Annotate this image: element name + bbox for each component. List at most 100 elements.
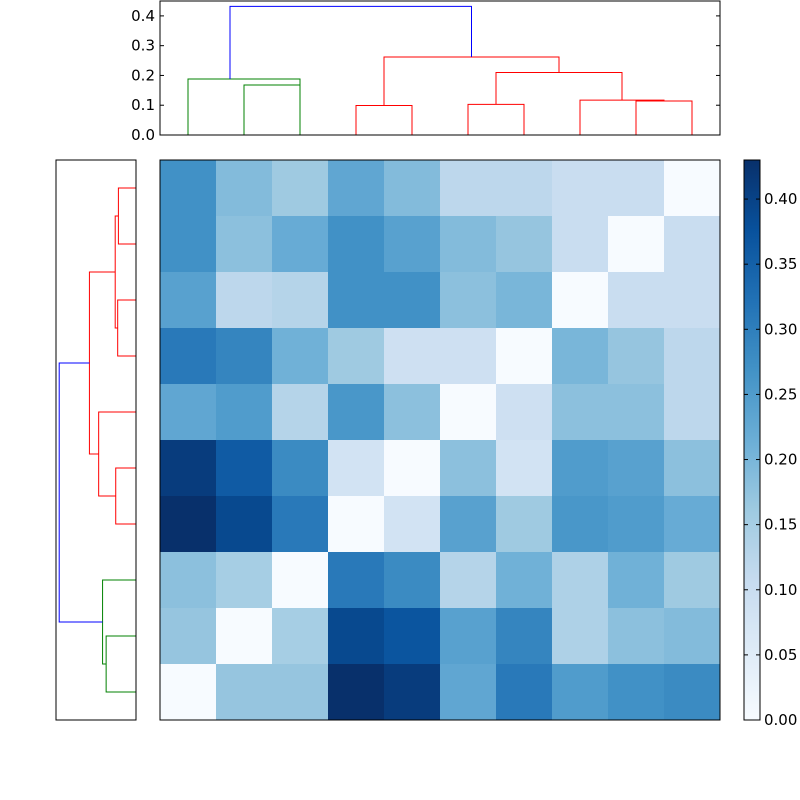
heatmap-cell-r1-c4 [384, 216, 441, 273]
colorbar-tick-label: 0.40 [764, 190, 797, 208]
heatmap-cell-r4-c9 [664, 384, 721, 441]
heatmap-cell-r0-c9 [664, 160, 721, 217]
heatmap-cell-r0-c1 [216, 160, 273, 217]
colorbar-tick-label: 0.35 [764, 255, 797, 273]
heatmap-cell-r4-c1 [216, 384, 273, 441]
heatmap-cell-r6-c2 [272, 496, 329, 553]
heatmap-cell-r8-c4 [384, 608, 441, 665]
heatmap-cell-r0-c5 [440, 160, 497, 217]
heatmap-cell-r6-c6 [496, 496, 553, 553]
heatmap-cell-r1-c2 [272, 216, 329, 273]
heatmap-cell-r4-c0 [160, 384, 217, 441]
heatmap-cell-r2-c8 [608, 272, 665, 329]
heatmap-cell-r1-c7 [552, 216, 609, 273]
heatmap-cell-r5-c5 [440, 440, 497, 497]
heatmap [159, 159, 721, 721]
heatmap-cell-r8-c6 [496, 608, 553, 665]
heatmap-cell-r2-c5 [440, 272, 497, 329]
heatmap-cell-r7-c8 [608, 552, 665, 609]
colorbar-tick-label: 0.05 [764, 646, 797, 664]
heatmap-cell-r1-c6 [496, 216, 553, 273]
colorbar-tick-label: 0.00 [764, 711, 797, 729]
heatmap-cell-r7-c4 [384, 552, 441, 609]
heatmap-cell-r5-c2 [272, 440, 329, 497]
heatmap-cell-r5-c1 [216, 440, 273, 497]
left-dendrogram-link-4 [98, 411, 136, 497]
colorbar-tick-label: 0.15 [764, 516, 797, 534]
top-dendrogram-link-4 [635, 100, 693, 135]
heatmap-cell-r0-c3 [328, 160, 385, 217]
heatmap-cell-r1-c5 [440, 216, 497, 273]
heatmap-cell-r0-c6 [496, 160, 553, 217]
heatmap-cell-r3-c8 [608, 328, 665, 385]
left-dendrogram-link-6 [105, 635, 136, 693]
heatmap-cell-r2-c6 [496, 272, 553, 329]
colorbar-tick-label: 0.30 [764, 320, 797, 338]
top-dendrogram-link-2 [355, 105, 413, 135]
colorbar-gradient [744, 160, 760, 720]
top-dendrogram-link-3 [467, 103, 525, 135]
heatmap-cell-r7-c2 [272, 552, 329, 609]
heatmap-cell-r1-c9 [664, 216, 721, 273]
heatmap-cell-r0-c8 [608, 160, 665, 217]
heatmap-cell-r5-c3 [328, 440, 385, 497]
top-dendrogram-link-1 [243, 84, 301, 135]
heatmap-cell-r6-c7 [552, 496, 609, 553]
heatmap-cell-r9-c2 [272, 664, 329, 721]
heatmap-cell-r4-c5 [440, 384, 497, 441]
left-dendrogram [55, 159, 137, 721]
heatmap-cell-r7-c0 [160, 552, 217, 609]
colorbar-frame [743, 159, 761, 721]
heatmap-cell-r5-c7 [552, 440, 609, 497]
top-dendrogram-link-5 [579, 99, 665, 135]
heatmap-cell-r8-c5 [440, 608, 497, 665]
heatmap-cell-r9-c7 [552, 664, 609, 721]
heatmap-cell-r4-c4 [384, 384, 441, 441]
top-dendrogram-frame [159, 0, 721, 136]
colorbar-axis: 0.00 0.05 0.10 0.15 0.20 0.25 0.30 0.35 0.40 [744, 190, 797, 729]
heatmap-frame [159, 159, 721, 721]
heatmap-cell-r3-c2 [272, 328, 329, 385]
heatmap-cell-r1-c1 [216, 216, 273, 273]
heatmap-cell-r7-c5 [440, 552, 497, 609]
heatmap-cell-r8-c2 [272, 608, 329, 665]
heatmap-cell-r2-c4 [384, 272, 441, 329]
heatmap-cell-r4-c6 [496, 384, 553, 441]
heatmap-cell-r7-c3 [328, 552, 385, 609]
heatmap-cell-r2-c1 [216, 272, 273, 329]
heatmap-cell-r1-c3 [328, 216, 385, 273]
heatmap-cell-r6-c0 [160, 496, 217, 553]
heatmap-cell-r3-c6 [496, 328, 553, 385]
heatmap-cell-r0-c7 [552, 160, 609, 217]
heatmap-cell-r2-c9 [664, 272, 721, 329]
heatmap-cells [160, 160, 721, 721]
heatmap-cell-r8-c0 [160, 608, 217, 665]
heatmap-cell-r7-c1 [216, 552, 273, 609]
left-dendrogram-link-7 [102, 579, 136, 665]
heatmap-cell-r6-c5 [440, 496, 497, 553]
heatmap-cell-r0-c4 [384, 160, 441, 217]
colorbar: 0.00 0.05 0.10 0.15 0.20 0.25 0.30 0.35 0.40 [743, 159, 797, 729]
heatmap-cell-r3-c7 [552, 328, 609, 385]
heatmap-cell-r3-c9 [664, 328, 721, 385]
heatmap-cell-r9-c1 [216, 664, 273, 721]
heatmap-cell-r3-c4 [384, 328, 441, 385]
heatmap-cell-r3-c1 [216, 328, 273, 385]
heatmap-cell-r1-c8 [608, 216, 665, 273]
top-dendrogram: 0.0 0.1 0.2 0.3 0.4 [131, 0, 721, 144]
top-y-tick-label: 0.2 [131, 66, 155, 84]
heatmap-cell-r3-c3 [328, 328, 385, 385]
heatmap-cell-r9-c9 [664, 664, 721, 721]
heatmap-cell-r8-c7 [552, 608, 609, 665]
heatmap-cell-r5-c6 [496, 440, 553, 497]
heatmap-cell-r7-c7 [552, 552, 609, 609]
top-dendrogram-link-6 [495, 71, 623, 105]
top-y-tick-label: 0.1 [131, 96, 155, 114]
heatmap-cell-r4-c3 [328, 384, 385, 441]
heatmap-cell-r7-c6 [496, 552, 553, 609]
top-y-tick-label: 0.0 [131, 126, 155, 144]
heatmap-cell-r8-c8 [608, 608, 665, 665]
heatmap-cell-r2-c0 [160, 272, 217, 329]
top-dendrogram-link-8 [229, 5, 472, 80]
